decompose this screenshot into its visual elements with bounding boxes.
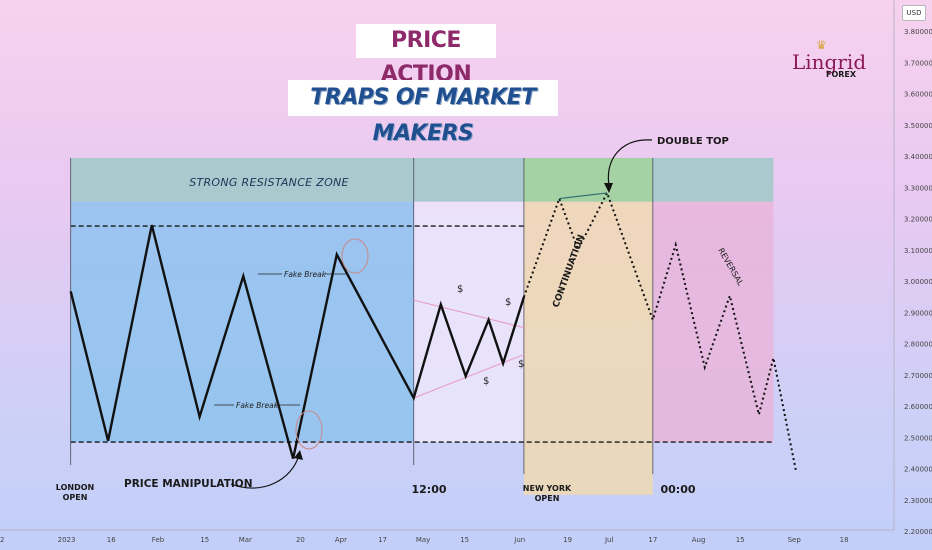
price-tick-15: 2.30000 (904, 497, 932, 505)
price-tick-16: 2.20000 (904, 528, 932, 536)
price-tick-6: 3.20000 (904, 216, 932, 224)
time-tick-18: 18 (840, 536, 849, 544)
triangle-channel (413, 299, 525, 399)
price-manipulation-label: PRICE MANIPULATION (124, 478, 253, 490)
crown-icon: ♛ (816, 38, 827, 52)
chart-title: PRICE ACTION (356, 24, 496, 87)
price-tick-1: 3.70000 (904, 59, 932, 67)
logo-sub: FOREX (826, 70, 857, 79)
time-tick-10: 15 (460, 536, 469, 544)
double-top-line (559, 192, 608, 200)
channel-line-0 (413, 354, 525, 399)
zone-reversal (652, 201, 774, 443)
lingrid-logo: ♛ Lingrid FOREX (788, 38, 868, 84)
logo-name: Lingrid (792, 50, 867, 74)
london-open-label-2: OPEN (63, 493, 88, 502)
dollar-sign-1: $ (457, 284, 463, 295)
price-tick-3: 3.50000 (904, 122, 932, 130)
time-tick-16: 15 (736, 536, 745, 544)
time-tick-7: Apr (335, 536, 347, 544)
time-tick-8: 17 (378, 536, 387, 544)
fake-break-1-label: Fake Break (284, 270, 327, 279)
price-tick-8: 3.00000 (904, 278, 932, 286)
london-open-label-1: LONDON (56, 483, 94, 492)
time-tick-3: Feb (152, 536, 165, 544)
price-tick-12: 2.60000 (904, 403, 932, 411)
price-tick-11: 2.70000 (904, 372, 932, 380)
dollar-sign-2: $ (505, 297, 511, 308)
chart-subtitle: TRAPS OF MARKET MAKERS (288, 80, 558, 146)
dollar-sign-3: $ (483, 376, 489, 387)
time-1200-label: 12:00 (411, 483, 446, 496)
zones-group (70, 157, 774, 495)
double-top-arrow (607, 139, 653, 187)
double-top-arrowhead (604, 183, 613, 193)
zone-newyork-top (523, 157, 653, 202)
price-tick-10: 2.80000 (904, 341, 932, 349)
series-solid-0 (69, 224, 526, 459)
time-tick-6: 20 (296, 536, 305, 544)
time-tick-15: Aug (692, 536, 706, 544)
levels-group (70, 225, 774, 443)
zone-range (413, 201, 524, 443)
price-tick-7: 3.10000 (904, 247, 932, 255)
price-tick-9: 2.90000 (904, 309, 932, 317)
price-tick-14: 2.40000 (904, 466, 932, 474)
fake-break-2-label: Fake Break (236, 401, 279, 410)
fake-break-circle-bottom (295, 410, 323, 450)
price-tick-13: 2.50000 (904, 434, 932, 442)
currency-button[interactable]: USD (902, 5, 926, 21)
dollar-sign-4: $ (518, 359, 524, 370)
time-tick-5: Mar (239, 536, 252, 544)
time-tick-12: 19 (563, 536, 572, 544)
time-tick-14: 17 (648, 536, 657, 544)
time-tick-13: Jul (604, 536, 614, 544)
channel-line-1 (413, 299, 525, 329)
price-tick-2: 3.60000 (904, 91, 932, 99)
time-0000-label: 00:00 (660, 483, 695, 496)
price-axis-ticks: 3.80000 3.70000 3.60000 3.50000 3.40000 3.300… (904, 28, 932, 536)
series-dotted-1 (522, 190, 798, 473)
price-manipulation-arrowhead (294, 450, 303, 460)
time-tick-1: 2023 (58, 536, 76, 544)
time-tick-0: 12 (0, 536, 4, 544)
price-tick-0: 3.80000 (904, 28, 932, 36)
time-tick-2: 16 (107, 536, 116, 544)
time-tick-4: 15 (200, 536, 209, 544)
price-manipulation-arrow (230, 454, 300, 489)
fake-break-circle-top (341, 238, 369, 274)
zone-resistance (70, 157, 774, 202)
ny-open-label-2: OPEN (535, 494, 560, 503)
price-series (69, 190, 798, 473)
session-lines (70, 157, 654, 474)
time-tick-17: Sep (788, 536, 802, 544)
time-tick-9: May (416, 536, 430, 544)
price-tick-4: 3.40000 (904, 153, 932, 161)
zone-newyork (523, 201, 653, 495)
price-tick-5: 3.30000 (904, 184, 932, 192)
resistance-zone-label: STRONG RESISTANCE ZONE (189, 176, 349, 189)
double-top-label: DOUBLE TOP (657, 136, 729, 147)
zone-london (70, 201, 414, 443)
time-tick-11: Jun (513, 536, 525, 544)
ny-open-label-1: NEW YORK (523, 484, 572, 493)
time-axis-ticks: 12 2023 16 Feb 15 Mar 20 Apr 17 May 15 Jun 19 Jul 17 Au… (0, 536, 849, 544)
